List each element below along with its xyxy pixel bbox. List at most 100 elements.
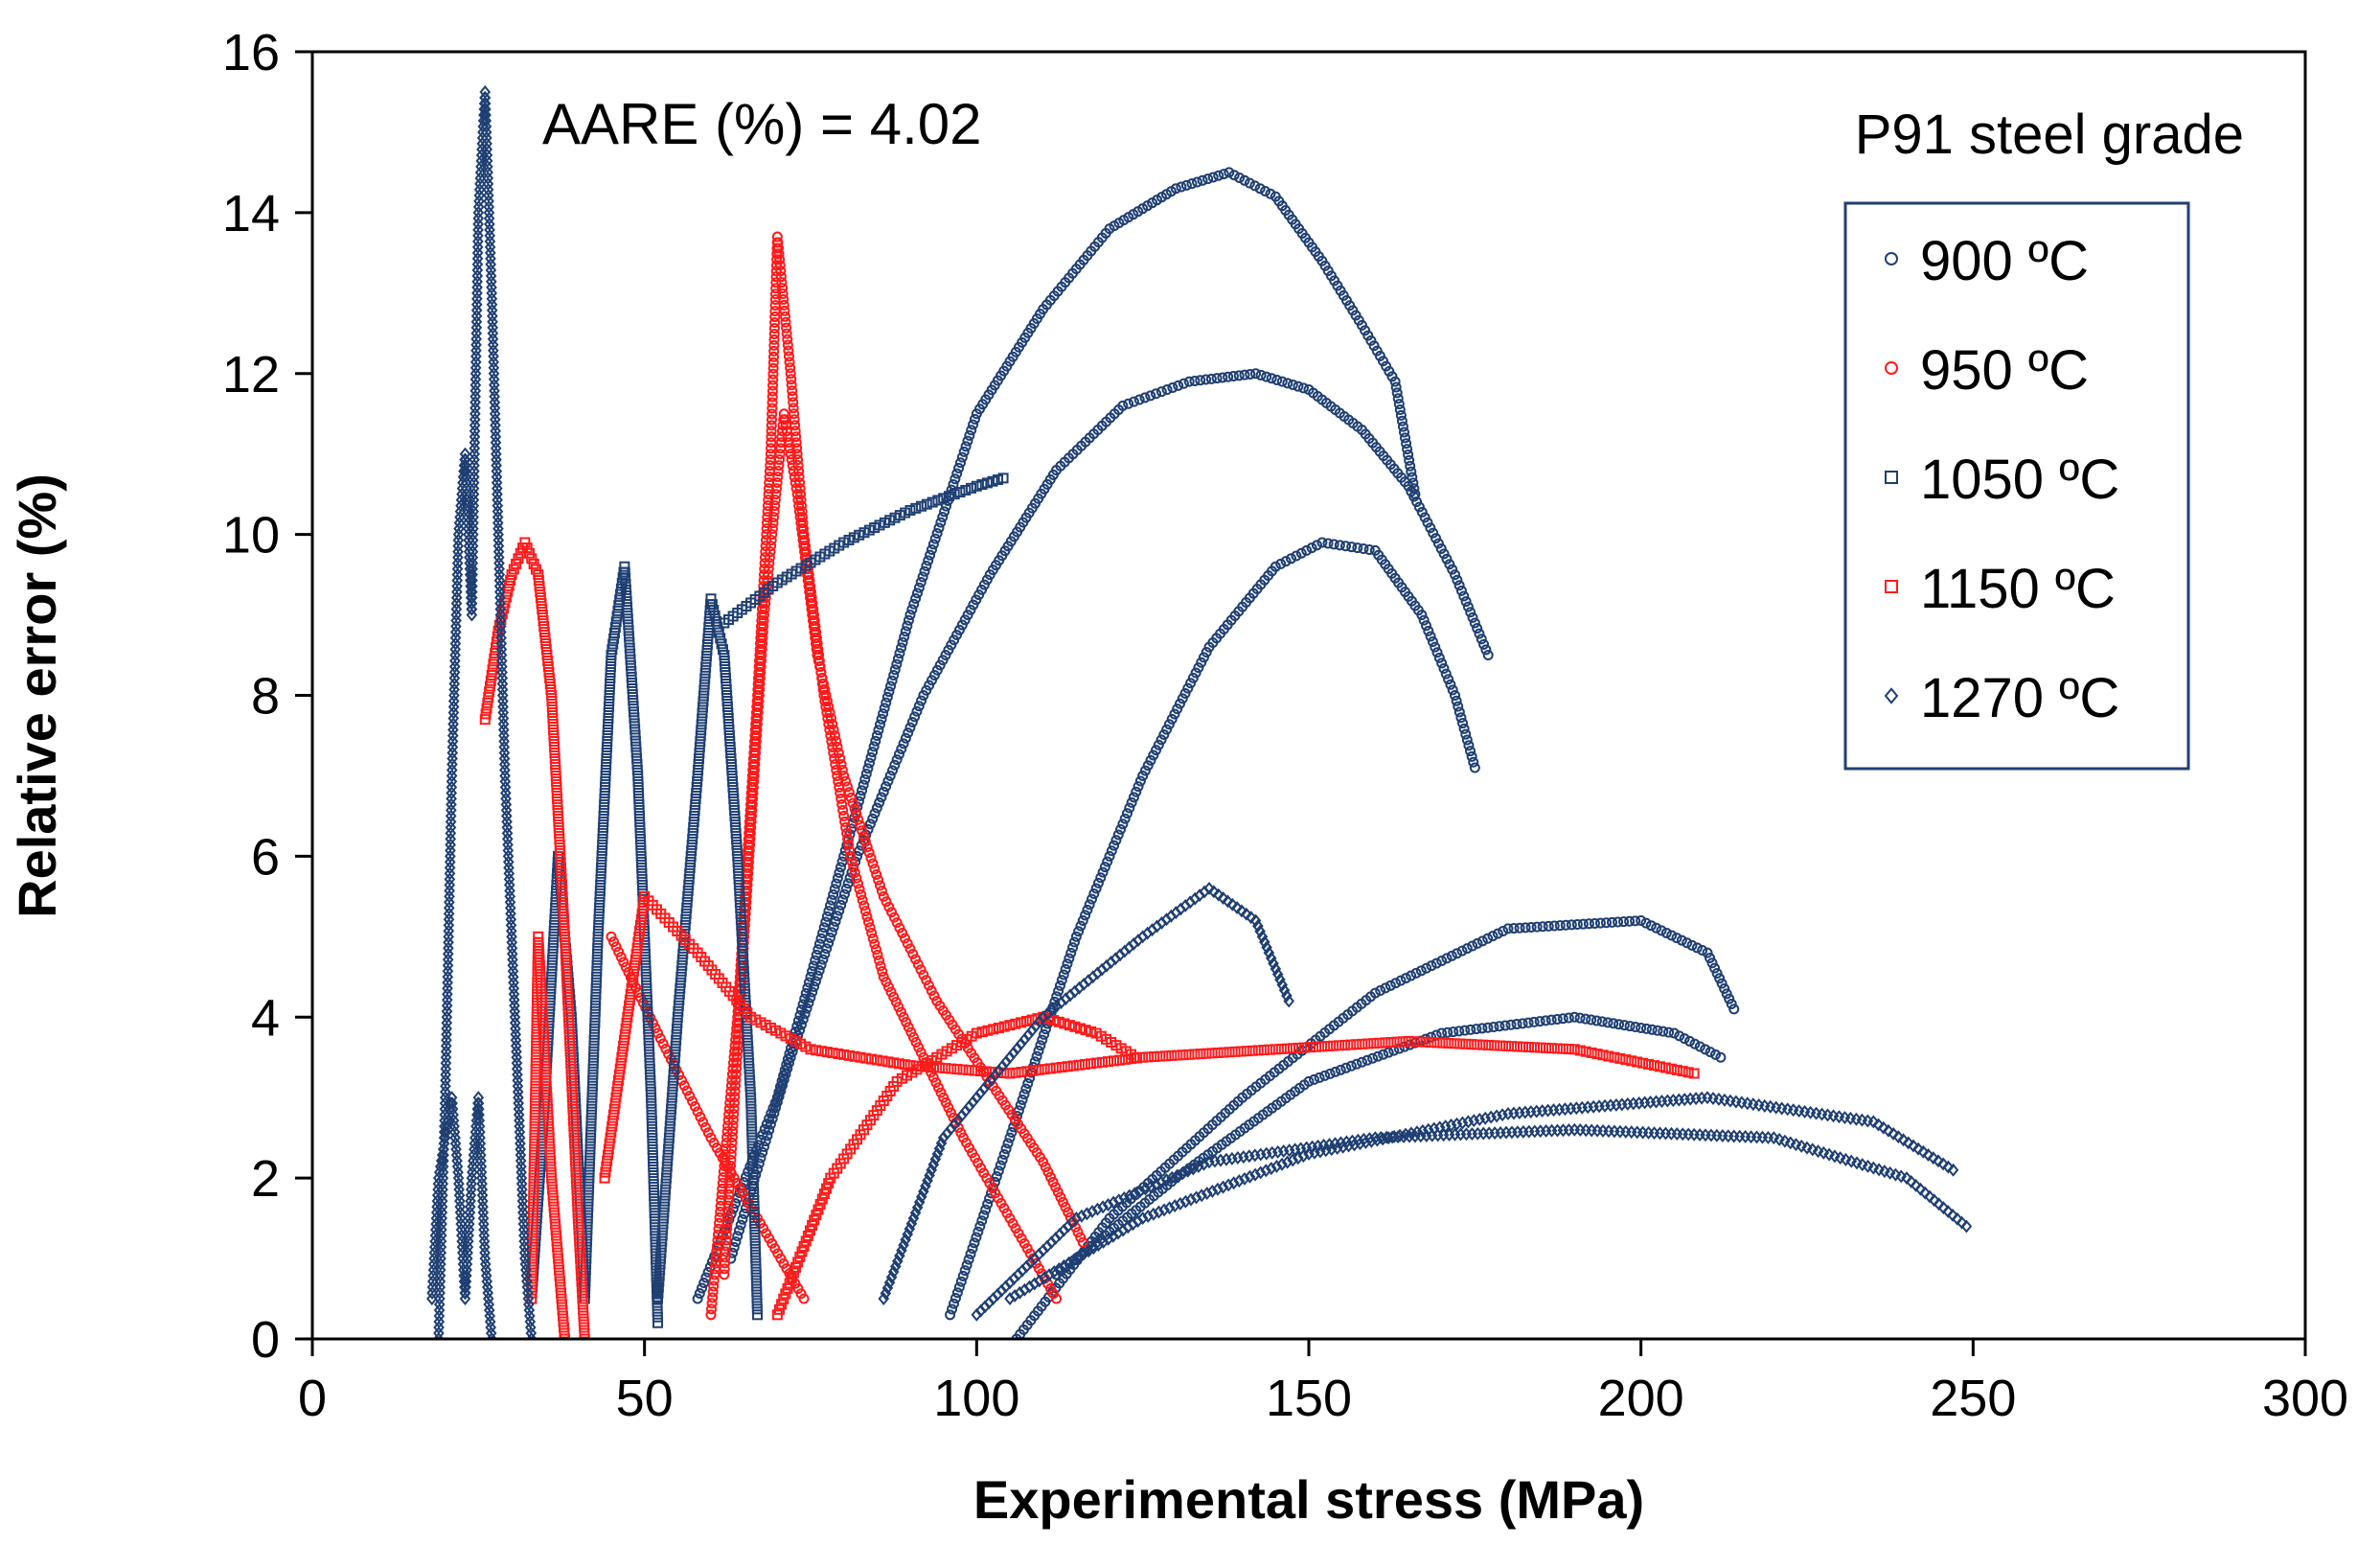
data-point [1602, 1017, 1613, 1028]
data-point [684, 867, 696, 879]
data-point [445, 838, 456, 852]
data-point [1574, 1045, 1586, 1056]
data-point [1054, 980, 1065, 991]
data-point [480, 107, 492, 122]
data-point [1163, 719, 1175, 730]
data-point [628, 706, 639, 718]
data-point [444, 861, 456, 875]
data-point [562, 994, 574, 1005]
data-point [818, 679, 830, 690]
data-point [938, 493, 950, 504]
data-point [812, 970, 823, 981]
data-point [773, 460, 785, 472]
data-point [821, 1047, 833, 1058]
data-point [691, 787, 702, 798]
data-point [636, 879, 648, 890]
data-point [1077, 915, 1088, 927]
data-point [543, 1132, 555, 1143]
data-point [823, 906, 835, 917]
data-point [482, 182, 494, 196]
data-point [1466, 1039, 1477, 1050]
data-point [771, 483, 783, 495]
data-point [772, 466, 784, 477]
y-tick-label: 8 [251, 668, 280, 726]
data-point [591, 954, 603, 965]
data-point [529, 1126, 540, 1138]
data-point [678, 1080, 690, 1092]
data-point [699, 1121, 711, 1133]
data-point [630, 741, 642, 752]
data-point [1106, 845, 1117, 857]
data-point [452, 550, 464, 565]
data-point [893, 1002, 904, 1013]
data-point [646, 1097, 657, 1109]
data-point [603, 712, 614, 724]
data-point [739, 977, 750, 988]
data-point [891, 754, 903, 766]
data-point [746, 1138, 758, 1149]
data-point [446, 780, 458, 795]
data-point [507, 958, 519, 973]
data-point [742, 1034, 753, 1046]
data-point [943, 1102, 954, 1114]
data-point [745, 821, 757, 833]
data-point [739, 982, 750, 994]
data-point [1356, 1056, 1367, 1068]
data-point [678, 936, 690, 948]
data-point [445, 809, 457, 823]
data-point [1281, 988, 1293, 1003]
data-point [613, 1069, 625, 1080]
data-point [559, 931, 570, 942]
data-point [443, 901, 455, 915]
data-point [473, 194, 485, 208]
data-point [1129, 1187, 1141, 1201]
data-point [1671, 933, 1682, 944]
data-point [1442, 1026, 1453, 1038]
data-point [1261, 371, 1272, 382]
data-point [566, 1092, 578, 1103]
data-point [671, 1034, 682, 1046]
data-point [586, 1080, 598, 1092]
data-point [802, 575, 813, 587]
data-point [1171, 1168, 1183, 1183]
data-point [433, 1303, 446, 1317]
data-point [486, 274, 497, 288]
data-point [564, 1040, 576, 1051]
data-point [509, 1010, 521, 1025]
data-point [1594, 917, 1606, 929]
data-point [544, 679, 556, 690]
data-point [769, 311, 781, 323]
data-point [858, 900, 870, 911]
data-point [1249, 180, 1261, 192]
data-point [661, 1166, 673, 1178]
data-point [521, 1275, 533, 1289]
data-point [766, 426, 777, 437]
data-point [1467, 940, 1478, 952]
data-point [618, 1040, 629, 1051]
data-point [721, 1229, 732, 1240]
data-point [610, 616, 622, 628]
data-point [603, 701, 614, 712]
data-point [460, 464, 472, 478]
data-point [1006, 1126, 1018, 1138]
data-point [644, 1051, 655, 1063]
data-point [635, 913, 647, 925]
data-point [490, 429, 502, 444]
data-point [1178, 378, 1189, 389]
data-point [549, 1212, 561, 1224]
data-point [693, 764, 704, 775]
data-point [1139, 392, 1151, 404]
data-point [623, 631, 634, 642]
data-point [460, 458, 471, 473]
data-point [546, 959, 558, 971]
data-point [643, 1028, 654, 1040]
data-point [1630, 915, 1641, 927]
data-point [1048, 1015, 1060, 1026]
data-point [807, 986, 818, 998]
data-point [494, 608, 507, 622]
data-point [441, 1022, 452, 1036]
data-point [1151, 388, 1162, 400]
data-point [933, 522, 945, 534]
data-point [963, 1065, 974, 1076]
